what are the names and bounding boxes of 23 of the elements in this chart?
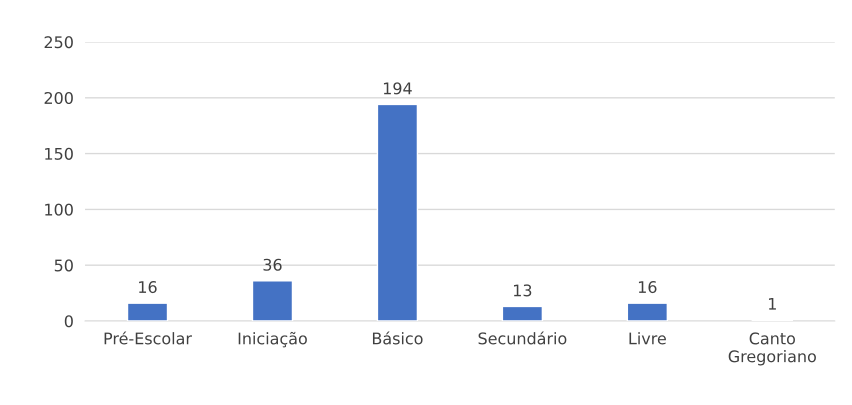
bar — [376, 104, 418, 321]
x-tick-label: Iniciação — [238, 332, 307, 348]
y-tick-label: 0 — [64, 315, 73, 328]
bar — [626, 302, 668, 321]
bar — [502, 306, 544, 321]
data-label: 13 — [514, 284, 532, 296]
x-tick-label: Secundário — [478, 331, 566, 344]
data-label: 16 — [139, 281, 157, 294]
y-tick-label: 150 — [45, 148, 73, 160]
x-tick-label: Pré-Escolar — [104, 331, 192, 344]
data-label: 194 — [384, 82, 412, 94]
x-tick-label: Livre — [630, 332, 666, 344]
data-label: 16 — [638, 281, 657, 294]
y-tick-label: 200 — [44, 92, 73, 104]
data-label: 1 — [768, 298, 776, 310]
x-tick-label: Canto Gregoriano — [728, 332, 816, 366]
y-tick-label: 50 — [54, 259, 73, 272]
bar — [252, 280, 294, 321]
x-tick-label: Básico — [372, 331, 423, 344]
y-tick-label: 100 — [45, 204, 73, 216]
data-label: 36 — [264, 258, 282, 271]
bar — [126, 302, 168, 321]
y-tick-label: 250 — [44, 36, 73, 48]
